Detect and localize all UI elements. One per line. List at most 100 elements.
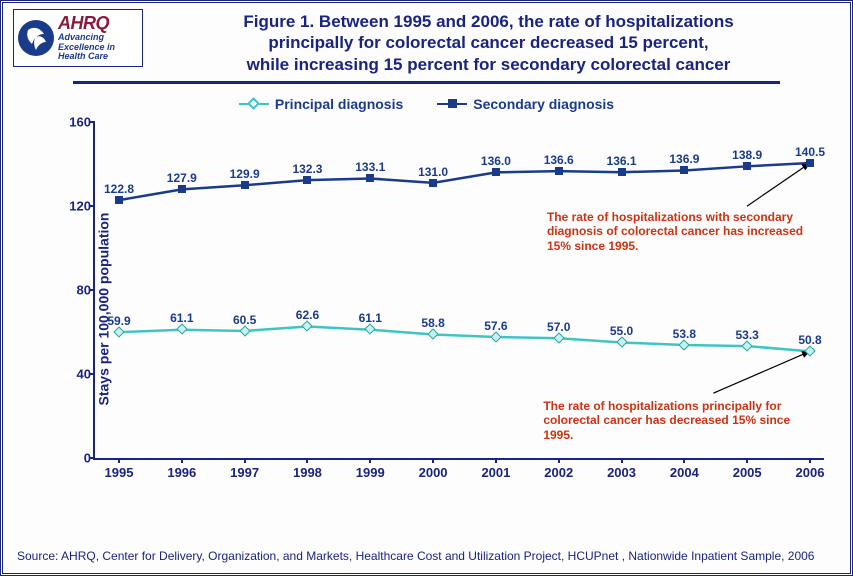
- value-label: 60.5: [233, 313, 256, 327]
- legend-item-secondary: Secondary diagnosis: [437, 96, 614, 112]
- value-label: 138.9: [732, 148, 762, 162]
- value-label: 136.9: [669, 152, 699, 166]
- x-tick-mark: [432, 458, 434, 463]
- x-tick-label: 2005: [733, 465, 762, 480]
- square-icon: [115, 196, 123, 204]
- x-tick-mark: [369, 458, 371, 463]
- x-tick-mark: [495, 458, 497, 463]
- square-icon: [437, 103, 467, 105]
- square-icon: [429, 179, 437, 187]
- chart-area: Stays per 100,000 population 04080120160…: [61, 118, 830, 500]
- value-label: 59.9: [107, 314, 130, 328]
- y-tick-label: 40: [65, 366, 91, 381]
- diamond-icon: [366, 325, 374, 333]
- diamond-icon: [241, 327, 249, 335]
- value-label: 131.0: [418, 165, 448, 179]
- value-label: 50.8: [798, 333, 821, 347]
- ahrq-logo: AHRQ Advancing Excellence in Health Care: [13, 9, 143, 67]
- value-label: 61.1: [359, 311, 382, 325]
- diamond-icon: [115, 328, 123, 336]
- x-tick-mark: [244, 458, 246, 463]
- value-label: 140.5: [795, 145, 825, 159]
- square-icon: [492, 168, 500, 176]
- x-tick-mark: [746, 458, 748, 463]
- value-label: 136.0: [481, 154, 511, 168]
- y-tick-mark: [90, 205, 95, 207]
- legend-label: Secondary diagnosis: [473, 96, 614, 112]
- x-tick-label: 2000: [419, 465, 448, 480]
- title-divider: [73, 81, 780, 84]
- y-tick-label: 120: [65, 198, 91, 213]
- legend: Principal diagnosis Secondary diagnosis: [3, 96, 850, 112]
- value-label: 122.8: [104, 182, 134, 196]
- diamond-icon: [806, 347, 814, 355]
- y-tick-mark: [90, 373, 95, 375]
- annotation-arrow: [713, 351, 810, 393]
- x-tick-label: 1999: [356, 465, 385, 480]
- legend-label: Principal diagnosis: [275, 96, 403, 112]
- square-icon: [680, 166, 688, 174]
- square-icon: [366, 174, 374, 182]
- x-tick-label: 1995: [105, 465, 134, 480]
- value-label: 55.0: [610, 324, 633, 338]
- x-tick-mark: [621, 458, 623, 463]
- source-citation: Source: AHRQ, Center for Delivery, Organ…: [17, 549, 814, 563]
- logo-brand: AHRQ: [58, 14, 115, 32]
- y-tick-label: 0: [65, 450, 91, 465]
- legend-item-principal: Principal diagnosis: [239, 96, 403, 112]
- x-tick-label: 2001: [481, 465, 510, 480]
- x-tick-label: 2006: [796, 465, 825, 480]
- chart-figure: AHRQ Advancing Excellence in Health Care…: [0, 0, 853, 576]
- value-label: 57.0: [547, 320, 570, 334]
- y-tick-mark: [90, 457, 95, 459]
- figure-title: Figure 1. Between 1995 and 2006, the rat…: [143, 9, 840, 75]
- diamond-icon: [429, 330, 437, 338]
- x-tick-mark: [809, 458, 811, 463]
- series-line: [119, 326, 810, 351]
- square-icon: [241, 181, 249, 189]
- diamond-icon: [680, 341, 688, 349]
- header: AHRQ Advancing Excellence in Health Care…: [3, 3, 850, 75]
- diamond-icon: [743, 342, 751, 350]
- value-label: 61.1: [170, 311, 193, 325]
- diamond-icon: [618, 338, 626, 346]
- y-tick-mark: [90, 121, 95, 123]
- x-tick-mark: [181, 458, 183, 463]
- diamond-icon: [178, 325, 186, 333]
- value-label: 127.9: [167, 171, 197, 185]
- x-tick-label: 2004: [670, 465, 699, 480]
- y-tick-label: 80: [65, 282, 91, 297]
- value-label: 62.6: [296, 308, 319, 322]
- x-tick-mark: [118, 458, 120, 463]
- value-label: 57.6: [484, 319, 507, 333]
- y-tick-mark: [90, 289, 95, 291]
- x-tick-label: 1996: [167, 465, 196, 480]
- series-line: [119, 163, 810, 200]
- diamond-icon: [492, 333, 500, 341]
- logo-tagline: Advancing Excellence in Health Care: [58, 33, 115, 61]
- x-tick-label: 1998: [293, 465, 322, 480]
- diamond-icon: [555, 334, 563, 342]
- y-tick-label: 160: [65, 114, 91, 129]
- plot-area: 0408012016019951996199719981999200020012…: [93, 122, 824, 460]
- square-icon: [178, 185, 186, 193]
- x-tick-label: 2002: [544, 465, 573, 480]
- x-tick-mark: [306, 458, 308, 463]
- value-label: 53.3: [735, 328, 758, 342]
- square-icon: [618, 168, 626, 176]
- annotation-text: The rate of hospitalizations principally…: [543, 399, 813, 442]
- annotation-text: The rate of hospitalizations with second…: [547, 210, 817, 253]
- square-icon: [806, 159, 814, 167]
- x-tick-mark: [558, 458, 560, 463]
- value-label: 136.1: [607, 154, 637, 168]
- square-icon: [743, 162, 751, 170]
- annotation-arrow: [747, 163, 810, 206]
- value-label: 136.6: [544, 153, 574, 167]
- value-label: 132.3: [292, 162, 322, 176]
- square-icon: [555, 167, 563, 175]
- square-icon: [303, 176, 311, 184]
- value-label: 129.9: [230, 167, 260, 181]
- value-label: 133.1: [355, 160, 385, 174]
- value-label: 53.8: [673, 327, 696, 341]
- x-tick-label: 2003: [607, 465, 636, 480]
